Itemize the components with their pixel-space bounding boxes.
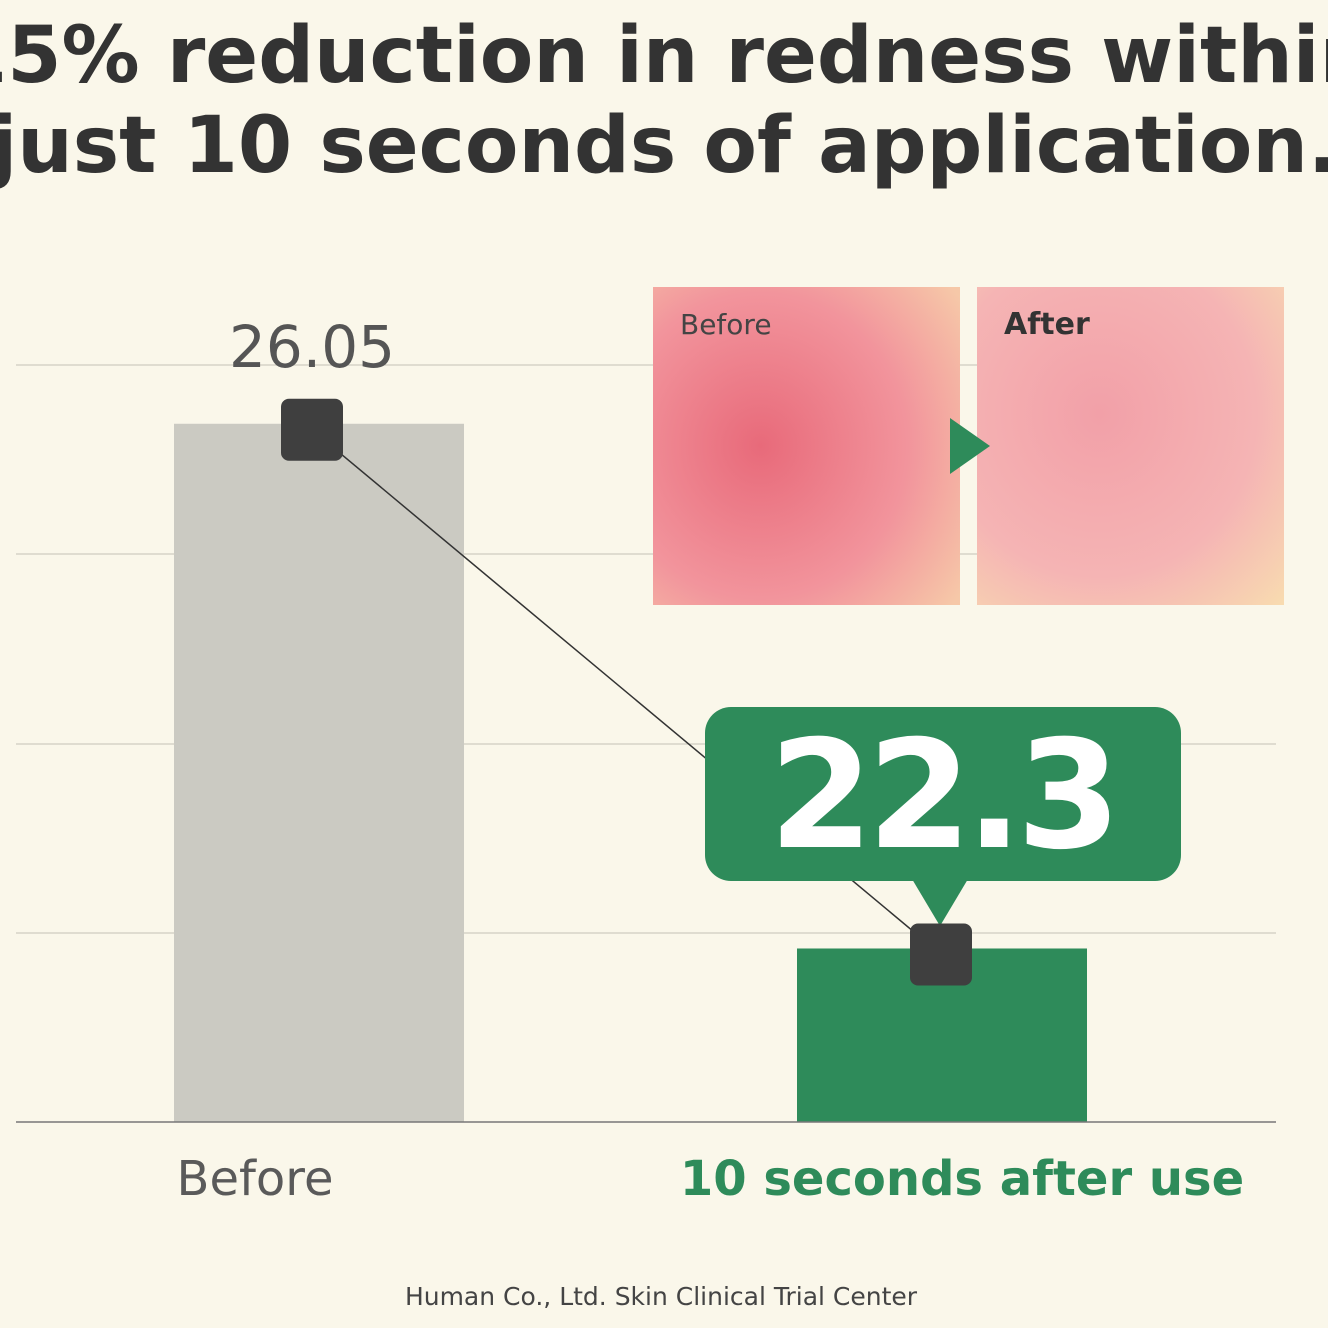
category-label: 10 seconds after use <box>680 1151 1244 1207</box>
plot: Before 10 seconds after use 26.05 22.3 <box>174 313 1244 1207</box>
marker <box>910 923 972 986</box>
callout-pointer <box>912 879 968 926</box>
after-photo <box>977 287 1284 605</box>
title-line: just 10 seconds of application. <box>0 101 1328 191</box>
source: Human Co., Ltd. Skin Clinical Trial Cent… <box>405 1282 918 1311</box>
inset-label: After <box>1004 307 1090 342</box>
value-label: 22.3 <box>769 709 1115 883</box>
callout <box>705 707 1181 881</box>
arrow <box>950 418 990 474</box>
before-photo <box>653 287 960 605</box>
value-label: 26.05 <box>229 313 395 381</box>
inset: Before After <box>653 287 1284 605</box>
marker <box>281 398 343 461</box>
bar <box>174 423 464 1123</box>
inset-label: Before <box>680 308 772 341</box>
category-label: Before <box>177 1151 334 1207</box>
title-line: 15% reduction in redness within <box>0 11 1328 101</box>
